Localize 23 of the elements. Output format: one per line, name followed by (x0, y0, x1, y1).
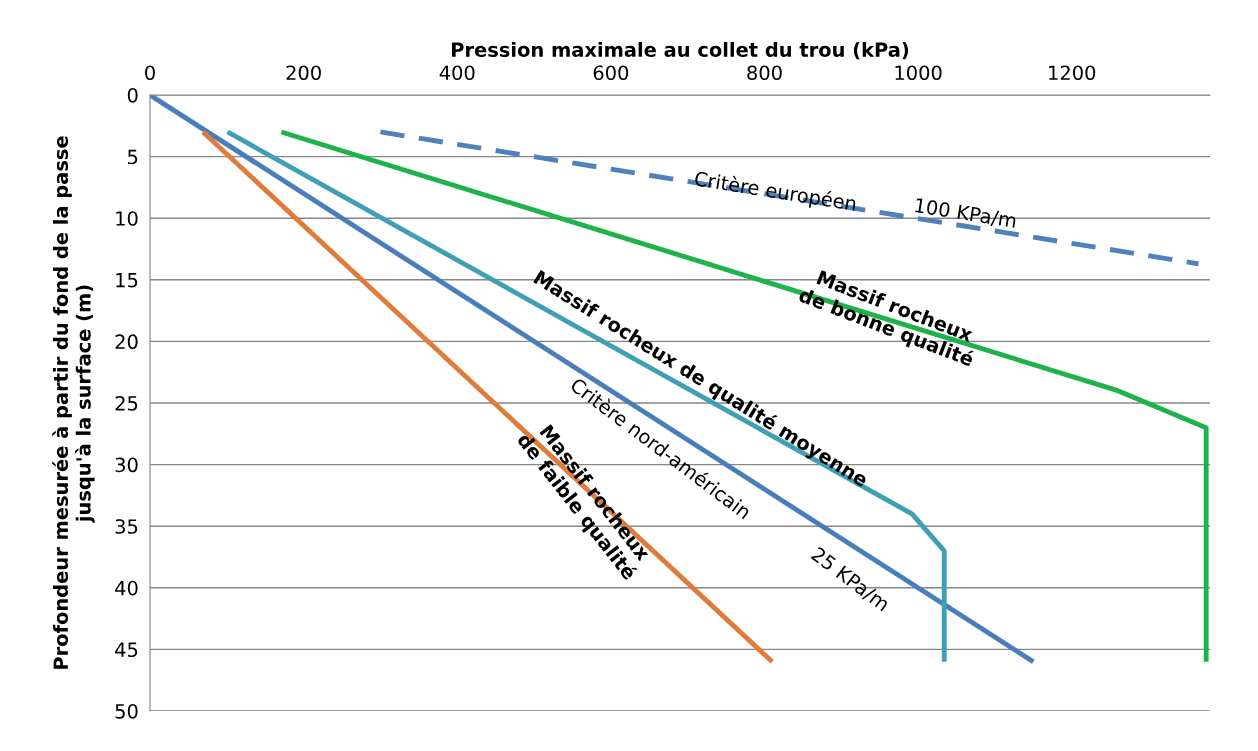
y-tick-label: 45 (115, 642, 138, 658)
y-tick-label: 10 (116, 211, 138, 226)
x-tick-label: 200 (286, 65, 321, 81)
x-tick-label: 0 (145, 65, 155, 81)
y-tick-label: 20 (115, 334, 138, 350)
y-tick-label: 25 (115, 395, 138, 411)
y-axis-title: Profondeur mesurée à partir du fond de la passe jusqu'à la surface (m) (52, 136, 95, 669)
y-tick-label: 0 (127, 87, 138, 103)
x-tick-label: 1000 (895, 65, 942, 81)
y-tick-label: 40 (115, 580, 138, 596)
x-tick-label: 1200 (1049, 65, 1096, 81)
y-tick-label: 35 (115, 519, 138, 534)
y-tick-label: 50 (115, 703, 138, 719)
annotation: Critère européen (693, 169, 857, 215)
x-tick-label: 800 (747, 65, 782, 81)
x-tick-label: 400 (439, 65, 475, 81)
y-tick-label: 5 (128, 149, 138, 165)
x-tick-label: 600 (593, 65, 629, 81)
line-series (278, 129, 1209, 665)
y-tick-label: 30 (115, 457, 138, 473)
x-axis-title: Pression maximale au collet du trou (kPa) (452, 41, 909, 60)
y-tick-label: 15 (116, 273, 138, 288)
annotation: 100 KPa/m (914, 197, 1017, 230)
